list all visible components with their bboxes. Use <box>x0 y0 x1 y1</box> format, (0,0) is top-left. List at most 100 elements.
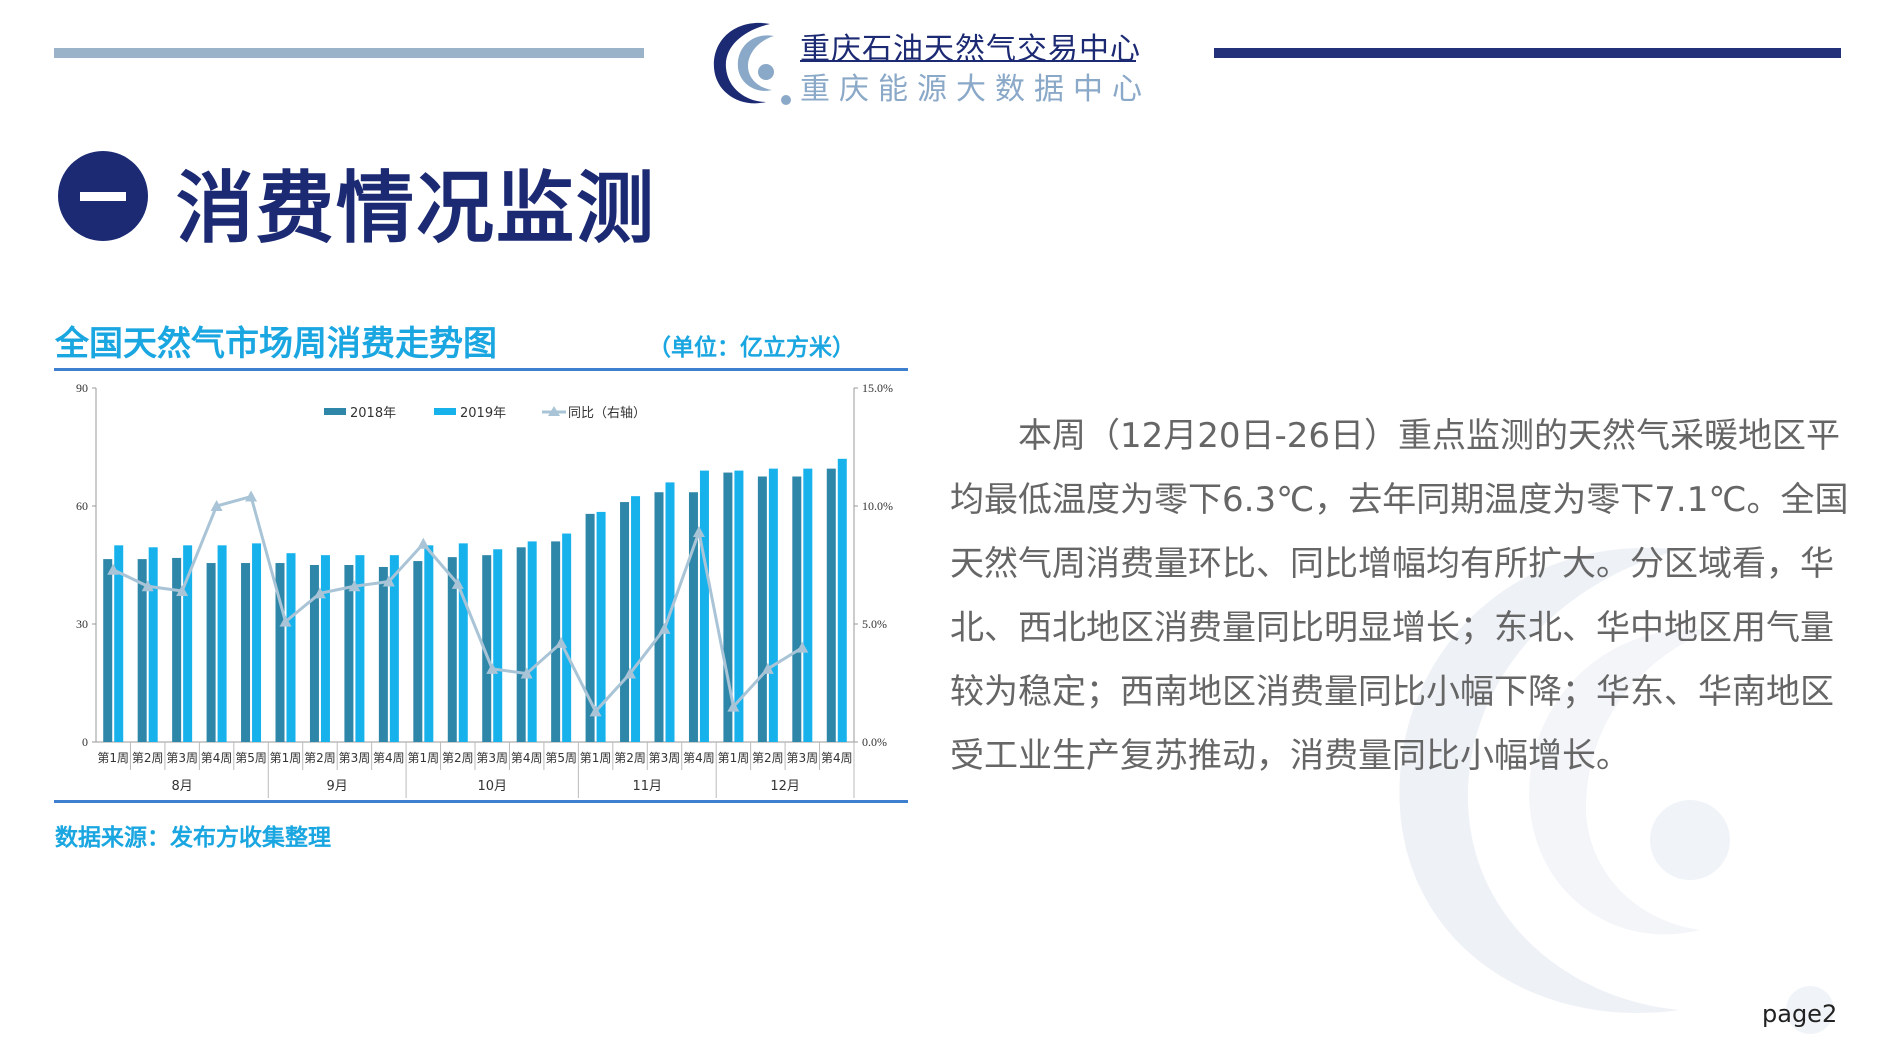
bar-series-1 <box>309 565 319 742</box>
x-tick-label: 第5周 <box>545 751 577 765</box>
bar-series-1 <box>688 492 698 742</box>
chart-unit: （单位：亿立方米） <box>648 335 855 361</box>
page-number: page2 <box>1762 1000 1838 1028</box>
bar-series-2 <box>148 547 158 742</box>
y-right-tick-label: 0.0% <box>862 735 887 749</box>
x-tick-label: 第5周 <box>235 751 267 765</box>
yoy-point <box>692 525 705 537</box>
yoy-point <box>520 667 533 679</box>
yoy-point <box>624 667 637 679</box>
logo-icon <box>713 22 791 105</box>
yoy-point <box>727 700 740 712</box>
yoy-point <box>279 615 292 627</box>
yoy-point <box>555 636 568 648</box>
x-tick-label: 第3周 <box>339 751 371 765</box>
yoy-point <box>382 575 395 587</box>
bar-series-1 <box>378 566 388 742</box>
x-tick-label: 第2周 <box>614 751 646 765</box>
watermark-logo-icon <box>1399 547 1834 1034</box>
legend-label: 2019年 <box>460 406 506 421</box>
bar-series-2 <box>493 549 503 742</box>
bar-series-2 <box>803 468 813 742</box>
x-tick-label: 第1周 <box>718 751 750 765</box>
legend-swatch <box>324 408 346 415</box>
yoy-point <box>796 641 809 653</box>
chart-title: 全国天然气市场周消费走势图 <box>55 324 497 364</box>
x-tick-label: 第4周 <box>373 751 405 765</box>
bar-series-2 <box>355 555 365 742</box>
y-left-tick-label: 0 <box>82 735 88 749</box>
x-tick-label: 第3周 <box>476 751 508 765</box>
bar-series-2 <box>217 545 227 742</box>
bar-series-1 <box>172 557 182 742</box>
yoy-point <box>451 577 464 589</box>
bar-series-2 <box>699 470 709 742</box>
bar-series-1 <box>757 476 767 742</box>
x-group-label: 9月 <box>327 779 348 794</box>
yoy-point <box>313 587 326 599</box>
y-left-tick-label: 60 <box>76 499 88 513</box>
x-tick-label: 第2周 <box>442 751 474 765</box>
yoy-point <box>141 580 154 592</box>
x-tick-label: 第1周 <box>97 751 129 765</box>
logo-subtitle: 重庆能源大数据中心 <box>800 72 1151 107</box>
bar-series-2 <box>734 470 744 742</box>
legend-swatch <box>434 408 456 415</box>
bar-series-2 <box>424 545 434 742</box>
x-tick-label: 第1周 <box>270 751 302 765</box>
bar-series-1 <box>551 541 561 742</box>
x-tick-label: 第3周 <box>649 751 681 765</box>
x-group-label: 12月 <box>770 779 800 794</box>
x-tick-label: 第3周 <box>166 751 198 765</box>
x-tick-label: 第2周 <box>132 751 164 765</box>
bar-series-1 <box>275 563 285 742</box>
yoy-point <box>245 490 258 502</box>
bar-series-2 <box>458 543 468 742</box>
x-tick-label: 第1周 <box>407 751 439 765</box>
bar-series-2 <box>114 545 124 742</box>
chart-rule-bottom <box>54 800 908 803</box>
section-title: 消费情况监测 <box>176 164 657 254</box>
bar-series-1 <box>620 502 630 742</box>
bar-series-1 <box>516 547 526 742</box>
x-tick-label: 第2周 <box>752 751 784 765</box>
bar-series-2 <box>527 541 537 742</box>
y-left-tick-label: 30 <box>76 617 88 631</box>
x-tick-label: 第3周 <box>786 751 818 765</box>
legend-label: 2018年 <box>350 406 396 421</box>
bar-series-1 <box>723 472 733 742</box>
bar-series-1 <box>413 561 423 742</box>
yoy-point <box>658 622 671 634</box>
yoy-point <box>417 537 430 549</box>
y-left-tick-label: 90 <box>76 381 88 395</box>
bar-series-2 <box>320 555 330 742</box>
header-rule-left <box>54 48 644 58</box>
yoy-point <box>761 662 774 674</box>
bar-series-1 <box>585 513 595 742</box>
x-group-label: 11月 <box>632 779 662 794</box>
x-tick-label: 第4周 <box>201 751 233 765</box>
x-tick-label: 第1周 <box>580 751 612 765</box>
x-group-label: 8月 <box>171 779 192 794</box>
bar-series-2 <box>631 496 641 742</box>
yoy-point <box>486 662 499 674</box>
legend-label: 同比（右轴） <box>568 406 646 421</box>
x-tick-label: 第4周 <box>683 751 715 765</box>
yoy-point <box>589 705 602 717</box>
y-right-tick-label: 15.0% <box>862 381 893 395</box>
x-group-label: 10月 <box>477 779 507 794</box>
bar-series-2 <box>286 553 296 742</box>
yoy-point <box>176 584 189 596</box>
bar-series-2 <box>389 555 399 742</box>
legend-marker <box>548 406 560 416</box>
x-tick-label: 第4周 <box>511 751 543 765</box>
x-tick-label: 第4周 <box>821 751 853 765</box>
bar-series-1 <box>103 559 113 742</box>
bar-series-2 <box>183 545 193 742</box>
section-number <box>80 192 126 201</box>
bar-series-1 <box>654 492 664 742</box>
y-right-tick-label: 10.0% <box>862 499 893 513</box>
header-rule-right <box>1214 48 1841 58</box>
bar-series-1 <box>241 563 251 742</box>
